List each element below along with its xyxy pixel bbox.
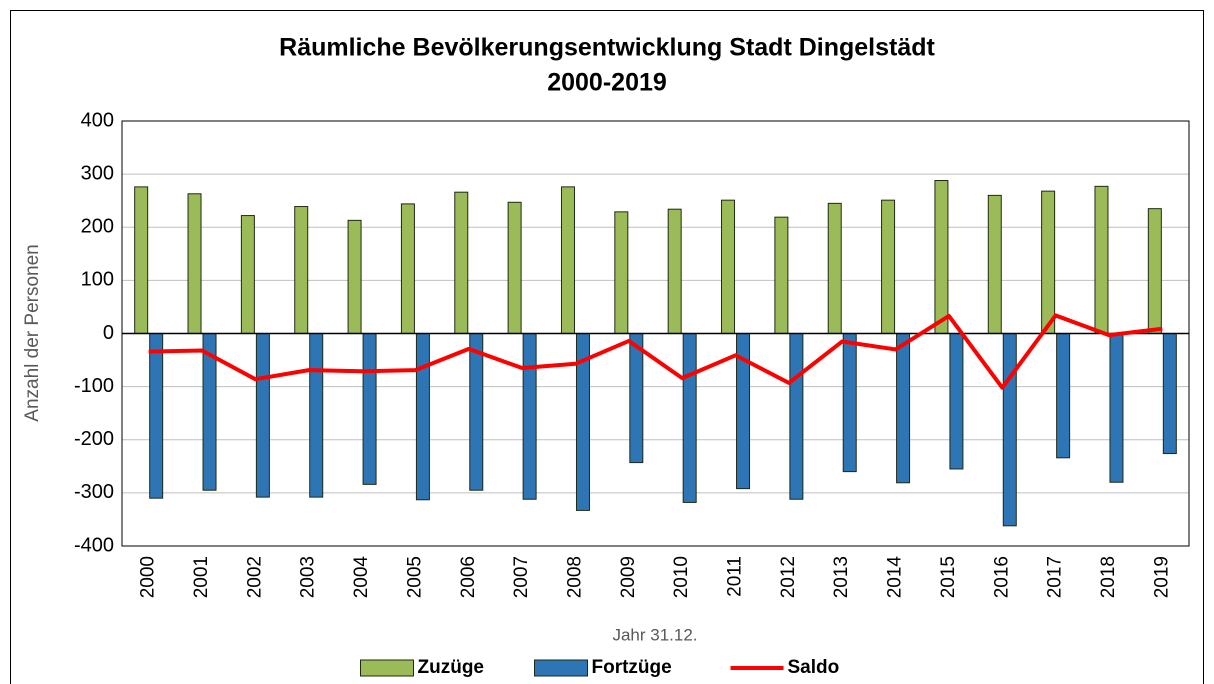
bar (135, 187, 148, 334)
chart-title: Räumliche Bevölkerungsentwicklung Stadt … (279, 34, 935, 62)
bar (150, 334, 163, 499)
x-tick-label: 2016 (991, 556, 1012, 598)
bar (950, 334, 963, 469)
x-tick-label: 2001 (191, 556, 212, 598)
x-tick-label: 2010 (671, 556, 692, 598)
x-tick-label: 2011 (725, 556, 746, 597)
y-tick-label: 0 (103, 322, 114, 344)
bar (363, 334, 376, 485)
y-tick-label: 100 (81, 269, 114, 291)
page: {"chart_data": {"type": "bar", "title": … (0, 0, 1214, 684)
bar (897, 334, 910, 483)
bar (790, 334, 803, 500)
y-tick-label: -400 (74, 534, 114, 556)
x-tick-label: 2012 (778, 556, 799, 598)
bar (1163, 334, 1176, 454)
y-tick-label: 300 (81, 162, 114, 184)
bar (455, 192, 468, 333)
legend-label: Zuzüge (418, 657, 485, 678)
x-tick-label: 2014 (885, 556, 906, 599)
bar (508, 202, 521, 333)
bar (988, 195, 1001, 333)
bar (256, 334, 269, 498)
bar (668, 209, 681, 333)
x-tick-label: 2004 (351, 556, 372, 599)
bar (416, 334, 429, 500)
bar (561, 187, 574, 334)
x-tick-label: 2015 (938, 556, 959, 598)
x-tick-label: 2006 (458, 556, 479, 598)
x-axis-label: Jahr 31.12. (612, 625, 697, 644)
bar (470, 334, 483, 491)
chart-border (11, 11, 1204, 684)
bar (348, 220, 361, 333)
x-tick-label: 2019 (1151, 556, 1172, 598)
bar (1095, 186, 1108, 333)
bar (1042, 191, 1055, 333)
bar (843, 334, 856, 472)
bar (188, 194, 201, 334)
bar (935, 181, 948, 334)
x-tick-label: 2007 (511, 556, 532, 598)
bar (401, 204, 414, 334)
y-tick-label: -300 (74, 481, 114, 503)
bar (1057, 334, 1070, 458)
bar (722, 200, 735, 333)
chart-subtitle: 2000-2019 (547, 69, 667, 97)
x-tick-label: 2017 (1045, 556, 1066, 598)
x-tick-label: 2008 (564, 556, 585, 598)
chart: Räumliche Bevölkerungsentwicklung Stadt … (0, 0, 1214, 684)
y-tick-label: 200 (81, 216, 114, 238)
bar (523, 334, 536, 500)
bar (775, 217, 788, 333)
x-tick-label: 2003 (298, 556, 319, 598)
bar (615, 212, 628, 334)
legend-swatch (535, 660, 588, 676)
legend-label: Saldo (788, 657, 840, 678)
legend-label: Fortzüge (592, 657, 672, 678)
y-axis-label: Anzahl der Personen (22, 244, 43, 421)
bar (882, 200, 895, 333)
x-tick-label: 2013 (831, 556, 852, 598)
bar (828, 203, 841, 333)
bar (241, 216, 254, 334)
bar (683, 334, 696, 503)
bar (1110, 334, 1123, 483)
legend-swatch (361, 660, 414, 676)
x-tick-label: 2005 (404, 556, 425, 598)
x-tick-label: 2002 (244, 556, 265, 598)
x-tick-label: 2009 (618, 556, 639, 598)
y-tick-label: -200 (74, 428, 114, 450)
y-tick-label: 400 (81, 109, 114, 131)
bar (1003, 334, 1016, 526)
x-tick-label: 2018 (1098, 556, 1119, 598)
bar (295, 207, 308, 334)
bar (1148, 209, 1161, 334)
y-tick-label: -100 (74, 375, 114, 397)
bar (310, 334, 323, 498)
bar (630, 334, 643, 463)
x-tick-label: 2000 (138, 556, 159, 598)
